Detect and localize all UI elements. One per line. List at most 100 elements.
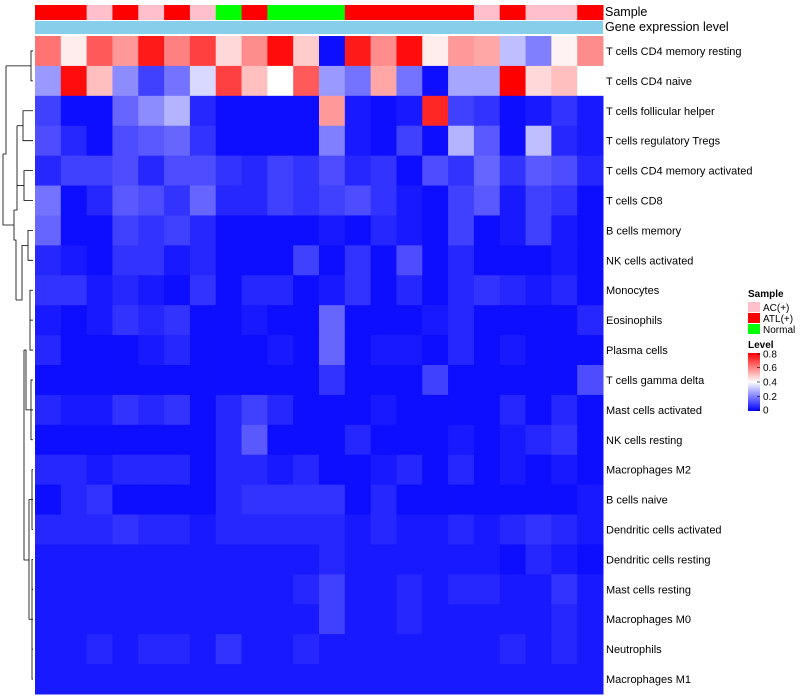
heatmap-cell <box>396 215 423 246</box>
heatmap-cell <box>293 185 320 216</box>
row-label: Plasma cells <box>606 345 668 357</box>
heatmap-cell <box>499 604 527 635</box>
heatmap-cell <box>319 185 346 216</box>
heatmap-cell <box>551 424 578 456</box>
heatmap-cell <box>112 604 139 635</box>
sample-annotation-cell <box>344 5 372 20</box>
dendrogram-branch <box>28 499 32 620</box>
row-label: T cells CD8 <box>606 196 663 208</box>
heatmap-cell <box>189 604 217 635</box>
heatmap-cell <box>215 215 243 246</box>
heatmap-cell <box>473 36 501 67</box>
heatmap-cell <box>215 574 243 605</box>
legend-sample-label: AC(+) <box>763 303 789 314</box>
heatmap-cell <box>396 36 423 67</box>
heatmap-cell <box>86 484 113 516</box>
heatmap-cell <box>448 36 475 67</box>
heatmap-cell <box>319 544 346 575</box>
heatmap-cell <box>370 155 397 187</box>
legend-level-title: Level <box>748 340 774 351</box>
heatmap-cell <box>293 65 320 97</box>
heatmap-cell <box>422 454 449 486</box>
heatmap-cell <box>241 275 268 306</box>
heatmap-cell <box>112 65 139 97</box>
legend-swatch <box>748 313 760 323</box>
heatmap-cell <box>189 125 217 157</box>
heatmap-cell <box>344 185 372 216</box>
heatmap-cell <box>319 305 346 336</box>
heatmap-cell <box>422 245 449 276</box>
heatmap-cell <box>60 514 88 545</box>
heatmap-cell <box>189 664 217 695</box>
sample-annotation-cell <box>473 5 501 20</box>
heatmap-cell <box>35 305 62 336</box>
heatmap-cell <box>499 95 527 127</box>
heatmap-cell <box>215 125 243 157</box>
heatmap-cell <box>215 275 243 306</box>
heatmap-cell <box>396 65 423 97</box>
heatmap-cell <box>293 424 320 456</box>
heatmap-cell <box>293 574 320 605</box>
heatmap-cell <box>164 245 191 276</box>
heatmap-cell <box>60 65 88 97</box>
heatmap-cell <box>60 36 88 67</box>
heatmap-cell <box>138 454 165 486</box>
heatmap-cell <box>396 335 423 366</box>
heatmap-cell <box>60 245 88 276</box>
heatmap-cell <box>241 185 268 216</box>
heatmap-cell <box>267 335 294 366</box>
dendrogram-branch <box>2 154 14 226</box>
heatmap-cell <box>86 335 113 366</box>
heatmap-cell <box>525 365 552 396</box>
heatmap-cell <box>396 604 423 635</box>
heatmap-cell <box>112 95 139 127</box>
sample-annotation-cell <box>60 5 88 20</box>
heatmap-cell <box>344 305 372 336</box>
heatmap-cell <box>35 155 62 187</box>
heatmap-cell <box>164 365 191 396</box>
heatmap-cell <box>551 245 578 276</box>
heatmap-cell <box>293 95 320 127</box>
dendrogram-branch <box>23 350 29 561</box>
heatmap-cell <box>35 514 62 545</box>
heatmap-cell <box>86 65 113 97</box>
heatmap-cell <box>86 95 113 127</box>
heatmap-cell <box>448 335 475 366</box>
heatmap-cell <box>448 275 475 306</box>
heatmap-cell <box>267 245 294 276</box>
heatmap-cell <box>473 215 501 246</box>
heatmap-cell <box>60 484 88 516</box>
heatmap-cell <box>293 394 320 426</box>
heatmap-cell <box>551 604 578 635</box>
heatmap-cell <box>86 365 113 396</box>
heatmap-cell <box>499 574 527 605</box>
heatmap-cell <box>86 305 113 336</box>
heatmap-cell <box>86 125 113 157</box>
heatmap-cell <box>189 574 217 605</box>
dendrogram-branch <box>22 110 33 142</box>
sample-annotation-cell <box>370 5 397 20</box>
heatmap-cell <box>473 604 501 635</box>
heatmap-cell <box>267 305 294 336</box>
heatmap-cell <box>293 155 320 187</box>
sample-annotation-cell <box>164 5 191 20</box>
heatmap-cell <box>215 245 243 276</box>
heatmap-cell <box>448 394 475 426</box>
heatmap-cell <box>267 514 294 545</box>
heatmap-cell <box>319 365 346 396</box>
heatmap-cell <box>344 65 372 97</box>
heatmap-cell <box>241 335 268 366</box>
heatmap-cell <box>112 454 139 486</box>
row-label: Dendritic cells resting <box>606 554 711 566</box>
heatmap-cell <box>293 365 320 396</box>
heatmap-cell <box>35 215 62 246</box>
heatmap-cell <box>448 185 475 216</box>
heatmap-cell <box>189 335 217 366</box>
heatmap-cell <box>241 574 268 605</box>
heatmap-cell <box>422 155 449 187</box>
heatmap-cell <box>319 95 346 127</box>
heatmap-cell <box>499 155 527 187</box>
heatmap-cell <box>344 424 372 456</box>
heatmap-cell <box>448 305 475 336</box>
heatmap-cell <box>60 275 88 306</box>
